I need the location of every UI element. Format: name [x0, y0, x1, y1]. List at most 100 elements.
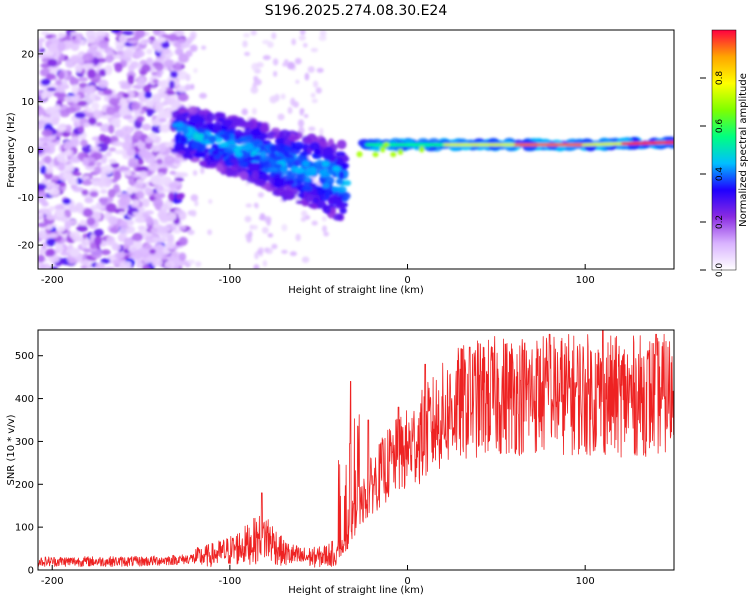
snr-plot-area — [38, 330, 674, 568]
spectrogram-cell — [111, 141, 124, 147]
spectrogram-cell — [314, 148, 321, 156]
spectrogram-cell — [262, 140, 272, 146]
spectrogram-cell — [123, 237, 134, 247]
snr-x-label: Height of straight line (km) — [288, 585, 424, 596]
spectrogram-cell — [163, 154, 175, 165]
spectrogram-cell — [278, 177, 286, 187]
spectrogram-cell — [161, 47, 171, 55]
spectrogram-cell — [88, 116, 97, 126]
spectrogram-cell — [160, 232, 170, 238]
spectrogram-cell — [418, 146, 425, 153]
spectrogram-cell — [321, 160, 330, 167]
spectrogram-cell — [160, 203, 169, 212]
spectrogram-cell — [199, 160, 207, 167]
spectrogram-cell — [225, 118, 233, 126]
spectrogram-cell — [83, 122, 91, 128]
spectrogram-cell — [63, 149, 72, 156]
spectrogram-cell — [324, 189, 331, 199]
spectrogram-cell — [250, 128, 262, 136]
spectrogram-cell — [316, 67, 324, 73]
spectrogram-cell — [132, 199, 140, 207]
spectrogram-cell — [114, 251, 125, 260]
spectrogram-cell — [277, 113, 285, 121]
spectrogram-cell — [187, 259, 196, 265]
spectrogram-cell — [168, 182, 179, 189]
spectrogram-cell — [281, 249, 288, 254]
spectrogram-cell — [122, 92, 130, 99]
spectrogram-cell — [286, 61, 295, 70]
spectrogram-cell — [58, 182, 67, 187]
spectrogram-cell — [184, 83, 192, 91]
spectrogram-cell — [269, 95, 278, 104]
spectrogram-cell — [100, 198, 108, 206]
spectrogram-cell — [70, 138, 80, 148]
spectrogram-cell — [151, 178, 161, 185]
spectrogram-cell — [303, 113, 309, 119]
spectrogram-cell — [50, 37, 60, 44]
spectrogram-x-ticks: -200 -100 0 100 — [41, 264, 595, 286]
spectrogram-cell — [215, 163, 224, 173]
spectrogram-cell — [142, 264, 151, 269]
spectrogram-cell — [61, 243, 68, 254]
spectrogram-cell — [125, 261, 132, 268]
spectrogram-cell — [134, 49, 145, 58]
spectrogram-cell — [178, 252, 187, 262]
spectrogram-cell — [38, 208, 51, 214]
spectrogram-cell — [156, 158, 163, 165]
spectrogram-cell — [308, 126, 316, 132]
spectrogram-cell — [84, 196, 94, 204]
spectrogram-cell — [297, 171, 304, 181]
spectrogram-cell — [234, 151, 243, 158]
spectrogram-cell — [252, 224, 258, 230]
spectrogram-cell — [156, 237, 168, 243]
spectrogram-cell — [250, 86, 259, 94]
spectrogram-cell — [230, 117, 242, 127]
spectrogram-cell — [273, 163, 283, 169]
spectrogram-cell — [244, 120, 254, 128]
spectrogram-cell — [159, 225, 171, 234]
spectrogram-cell — [76, 225, 88, 232]
spectrogram-y-tick-label: -10 — [18, 193, 34, 204]
spectrogram-cell — [168, 33, 178, 42]
spectrogram-cell — [336, 186, 347, 193]
spectrogram-cell — [171, 123, 184, 128]
spectrogram-cell — [335, 178, 343, 184]
spectrogram-cell — [46, 225, 53, 231]
spectrogram-cell — [200, 166, 205, 175]
spectrogram-cell — [254, 251, 259, 260]
spectrogram-cell — [280, 93, 286, 100]
spectrogram-cell — [311, 204, 319, 210]
spectrogram-cell — [144, 187, 154, 196]
spectrogram-cell — [272, 156, 283, 161]
spectrogram-cell — [141, 123, 152, 131]
spectrogram-cell — [152, 30, 161, 36]
snr-y-ticks: 0 100 200 300 400 500 — [15, 351, 43, 577]
spectrogram-cell — [135, 190, 145, 199]
spectrogram-cell — [62, 171, 73, 180]
spectrogram-cell — [103, 164, 113, 175]
spectrogram-cell — [54, 204, 66, 211]
spectrogram-cell — [100, 240, 107, 247]
spectrogram-cell — [181, 126, 189, 135]
spectrogram-cell — [144, 91, 153, 99]
spectrogram-cell — [46, 238, 56, 247]
spectrogram-cell — [89, 191, 99, 198]
spectrogram-cell — [98, 69, 107, 77]
spectrogram-cell — [169, 170, 177, 175]
spectrogram-cell — [119, 97, 127, 106]
spectrogram-cell — [160, 176, 172, 185]
spectrogram-cell — [104, 266, 115, 269]
colorbar-tick-label: 0.2 — [715, 215, 725, 229]
spectrogram-cell — [56, 153, 66, 163]
snr-y-tick-label: 100 — [15, 523, 34, 534]
spectrogram-cell — [108, 97, 120, 106]
spectrogram-cell — [163, 59, 176, 69]
spectrogram-cell — [70, 95, 79, 101]
spectrogram-cell — [126, 148, 136, 157]
spectrogram-cell — [108, 124, 115, 134]
spectrogram-cell — [114, 62, 123, 73]
snr-y-tick-label: 0 — [28, 566, 34, 577]
colorbar-tick-label: 0.6 — [715, 119, 725, 134]
spectrogram-cell — [205, 112, 216, 122]
spectrogram-cell — [123, 49, 133, 58]
